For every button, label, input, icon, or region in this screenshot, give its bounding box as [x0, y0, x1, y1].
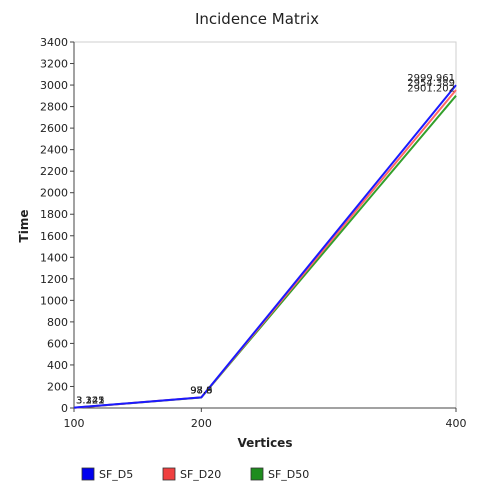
series-line-sf-d20: [73, 89, 457, 409]
y-tick-label: 3400: [40, 36, 68, 49]
legend: SF_D5 SF_D20 SF_D50: [81, 467, 309, 481]
y-tick-label: 2400: [40, 144, 68, 157]
y-tick-label: 2000: [40, 187, 68, 200]
y-tick-label: 2800: [40, 101, 68, 114]
y-tick-label: 1200: [40, 273, 68, 286]
y-tick-label: 2200: [40, 165, 68, 178]
legend-swatch: [81, 467, 95, 481]
data-label: 2954.389: [407, 78, 455, 89]
y-tick-label: 800: [47, 316, 68, 329]
data-label: 97.9: [190, 385, 212, 396]
y-tick-label: 1600: [40, 230, 68, 243]
plot-border: [73, 41, 457, 409]
y-tick-label: 1800: [40, 208, 68, 221]
data-label: 98.3: [190, 385, 212, 396]
series-line-sf-d50: [73, 95, 457, 409]
legend-label: SF_D50: [268, 468, 309, 481]
y-tick-label: 0: [61, 402, 68, 415]
series-line-sf-d5: [73, 84, 457, 409]
x-axis: 100 200 400: [64, 408, 467, 430]
data-labels: 3.345 98.6 2999.961 3.221 98.3 2954.389 3.122 9…: [76, 73, 455, 407]
x-tick-label: 400: [446, 417, 467, 430]
data-label: 98.6: [190, 385, 212, 396]
legend-swatch: [250, 467, 264, 481]
y-axis: 0 200 400 600 800 1000 1200 1400 1600 1800 2000 220…: [40, 36, 74, 415]
y-tick-label: 3000: [40, 79, 68, 92]
y-tick-label: 400: [47, 359, 68, 372]
y-tick-label: 1000: [40, 294, 68, 307]
data-label: 3.122: [76, 396, 105, 407]
y-tick-label: 2600: [40, 122, 68, 135]
x-tick-label: 200: [191, 417, 212, 430]
legend-item-sf-d20: SF_D20: [162, 467, 221, 481]
plot-area: [73, 41, 457, 409]
y-tick-label: 200: [47, 380, 68, 393]
legend-label: SF_D20: [180, 468, 221, 481]
data-label: 2999.961: [407, 73, 455, 84]
legend-swatch: [162, 467, 176, 481]
legend-label: SF_D5: [99, 468, 133, 481]
x-axis-title: Vertices: [238, 436, 293, 450]
data-label: 2901.202: [407, 84, 455, 95]
legend-item-sf-d5: SF_D5: [81, 467, 133, 481]
y-axis-title: Time: [17, 210, 31, 243]
data-label: 3.345: [76, 396, 105, 407]
series-lines: [73, 84, 457, 409]
chart-title: Incidence Matrix: [195, 10, 319, 28]
legend-item-sf-d50: SF_D50: [250, 467, 309, 481]
y-tick-label: 600: [47, 337, 68, 350]
x-tick-label: 100: [64, 417, 85, 430]
data-label: 3.221: [76, 396, 105, 407]
y-tick-label: 1400: [40, 251, 68, 264]
y-tick-label: 3200: [40, 58, 68, 71]
